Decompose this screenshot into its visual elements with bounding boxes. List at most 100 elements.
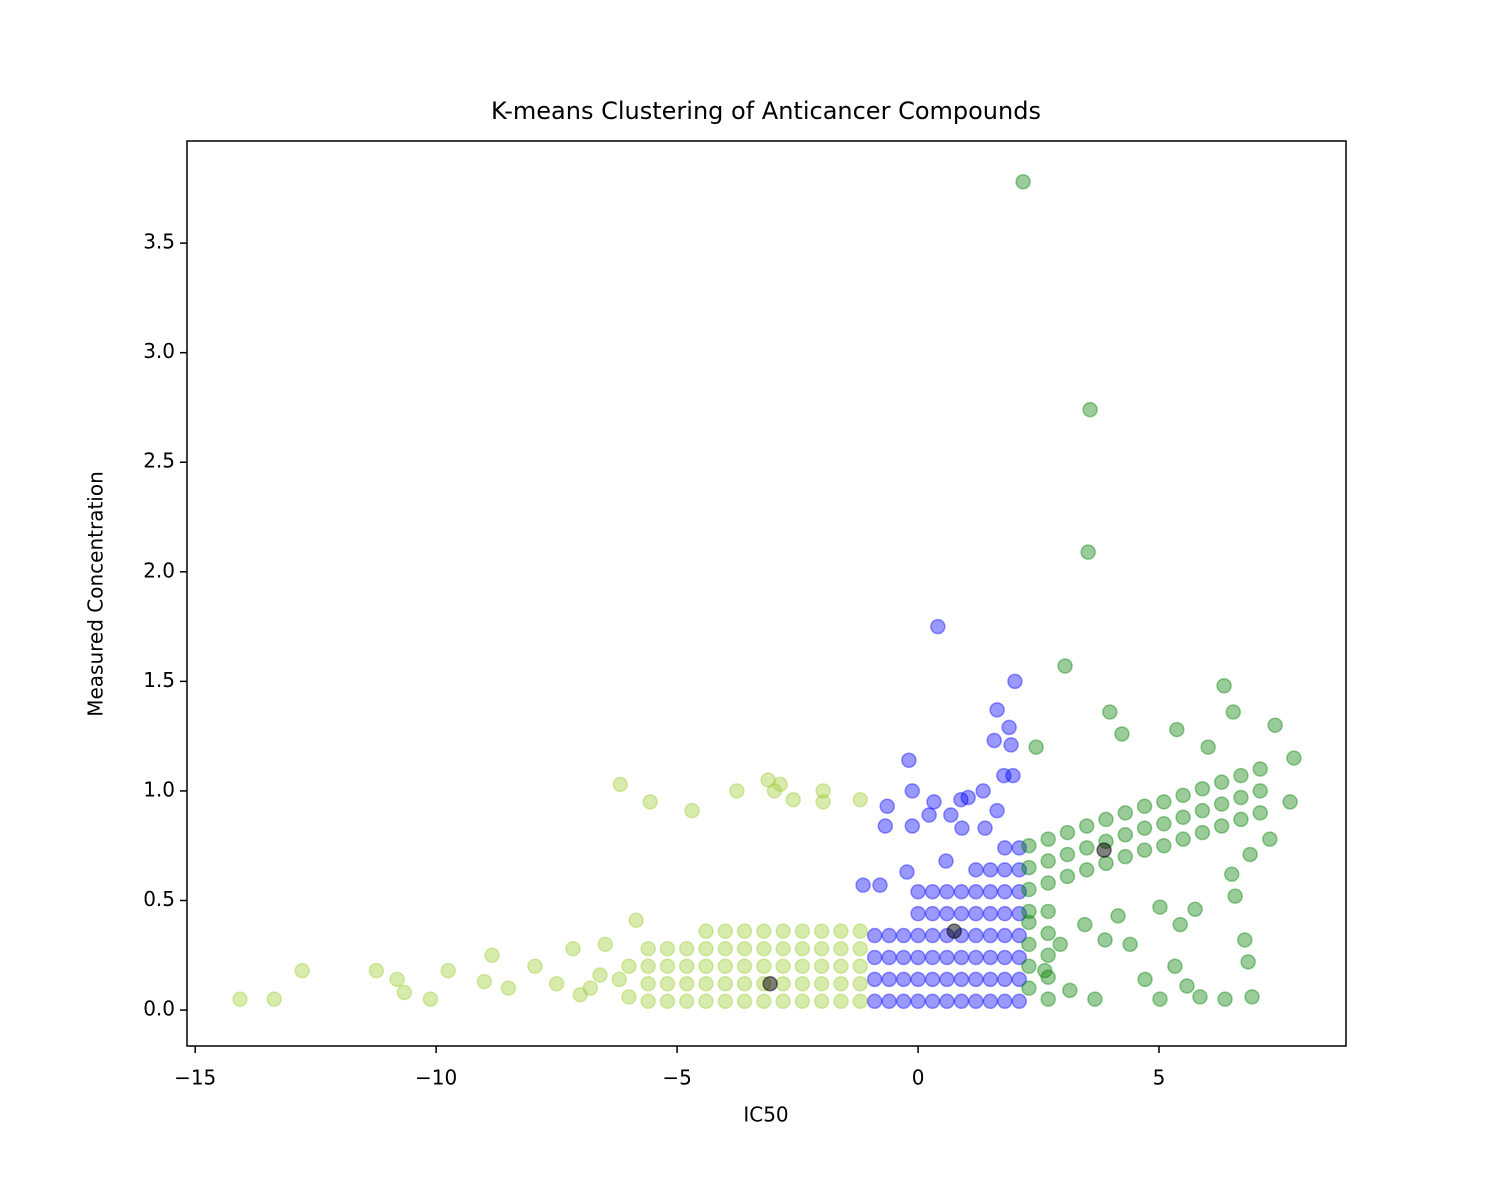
- scatter-point: [866, 927, 883, 944]
- scatter-point: [813, 976, 830, 992]
- y-tick-label: 0.5: [143, 887, 175, 911]
- scatter-point: [904, 818, 921, 834]
- scatter-point: [1097, 932, 1113, 948]
- scatter-point: [1028, 739, 1044, 755]
- scatter-point: [1136, 798, 1153, 815]
- scatter-point: [640, 993, 656, 1010]
- scatter-point: [939, 949, 955, 966]
- scatter-point: [736, 940, 753, 957]
- scatter-point: [866, 949, 883, 966]
- scatter-point: [1057, 658, 1073, 674]
- scatter-point: [1059, 824, 1076, 841]
- scatter-point: [852, 940, 868, 957]
- scatter-point: [794, 993, 811, 1010]
- scatter-point: [640, 940, 656, 957]
- scatter-point: [852, 976, 868, 992]
- scatter-point: [996, 767, 1012, 784]
- scatter-point: [1062, 982, 1078, 999]
- scatter-point: [548, 976, 565, 992]
- scatter-point: [833, 940, 849, 957]
- scatter-point: [678, 976, 695, 992]
- scatter-point: [997, 905, 1013, 922]
- scatter-point: [678, 993, 695, 1010]
- scatter-point: [1110, 908, 1126, 924]
- scatter-point: [901, 752, 917, 769]
- scatter-point: [895, 949, 912, 966]
- scatter-point: [910, 905, 926, 922]
- scatter-point: [1156, 837, 1172, 854]
- scatter-point: [1059, 846, 1076, 863]
- scatter-point: [953, 949, 970, 966]
- scatter-point: [772, 776, 788, 793]
- scatter-point: [684, 802, 700, 819]
- scatter-point: [1011, 927, 1028, 944]
- scatter-point: [1156, 816, 1172, 832]
- scatter-point: [1172, 916, 1188, 933]
- scatter-point: [1078, 818, 1095, 834]
- scatter-point: [924, 993, 941, 1010]
- scatter-point: [717, 958, 734, 974]
- scatter-point: [1175, 787, 1191, 804]
- scatter-point: [1152, 991, 1168, 1007]
- scatter-point: [977, 820, 993, 836]
- y-tick-label: 2.0: [143, 558, 175, 582]
- scatter-point: [881, 949, 897, 966]
- scatter-point: [852, 958, 868, 974]
- scatter-point: [611, 971, 628, 988]
- scatter-point: [924, 971, 941, 988]
- scatter-point: [982, 905, 999, 922]
- scatter-point: [717, 976, 734, 992]
- scatter-point: [1040, 903, 1056, 920]
- x-axis-label: IC50: [743, 1103, 788, 1127]
- scatter-point: [1011, 971, 1028, 988]
- scatter-point: [910, 971, 926, 988]
- scatter-point: [997, 927, 1013, 944]
- scatter-point: [1077, 916, 1093, 933]
- scatter-point: [866, 971, 883, 988]
- scatter-point: [926, 794, 942, 810]
- scatter-point: [982, 971, 999, 988]
- scatter-point: [904, 783, 921, 799]
- scatter-point: [1152, 899, 1168, 915]
- scatter-point: [953, 993, 970, 1010]
- y-tick-label: 1.0: [143, 777, 175, 801]
- scatter-point: [1082, 401, 1098, 418]
- scatter-point: [736, 923, 753, 939]
- scatter-point: [775, 923, 791, 939]
- scatter-point: [1117, 805, 1134, 821]
- scatter-point: [1213, 774, 1230, 790]
- scatter-point: [1167, 958, 1183, 974]
- scatter-point: [612, 776, 628, 793]
- scatter-point: [1114, 726, 1130, 742]
- scatter-point: [1003, 737, 1019, 753]
- scatter-point: [1216, 678, 1232, 694]
- scatter-point: [1136, 842, 1153, 858]
- scatter-point: [910, 927, 926, 944]
- scatter-point: [879, 798, 895, 815]
- scatter-point: [762, 976, 778, 992]
- scatter-point: [1098, 855, 1114, 871]
- scatter-point: [833, 993, 849, 1010]
- scatter-point: [1252, 805, 1268, 821]
- scatter-point: [1217, 991, 1233, 1007]
- scatter-point: [813, 958, 830, 974]
- scatter-point: [659, 940, 676, 957]
- scatter-point: [736, 958, 753, 974]
- scatter-point: [678, 958, 695, 974]
- scatter-point: [982, 862, 999, 878]
- scatter-point: [910, 993, 926, 1010]
- scatter-point: [881, 927, 897, 944]
- scatter-point: [1240, 954, 1256, 970]
- scatter-point: [1040, 853, 1056, 869]
- scatter-point: [968, 905, 984, 922]
- scatter-point: [1194, 824, 1211, 841]
- scatter-point: [1237, 932, 1253, 948]
- scatter-point: [1011, 993, 1028, 1010]
- scatter-point: [1102, 704, 1118, 720]
- scatter-point: [794, 976, 811, 992]
- scatter-point: [736, 976, 753, 992]
- scatter-point: [1078, 840, 1095, 856]
